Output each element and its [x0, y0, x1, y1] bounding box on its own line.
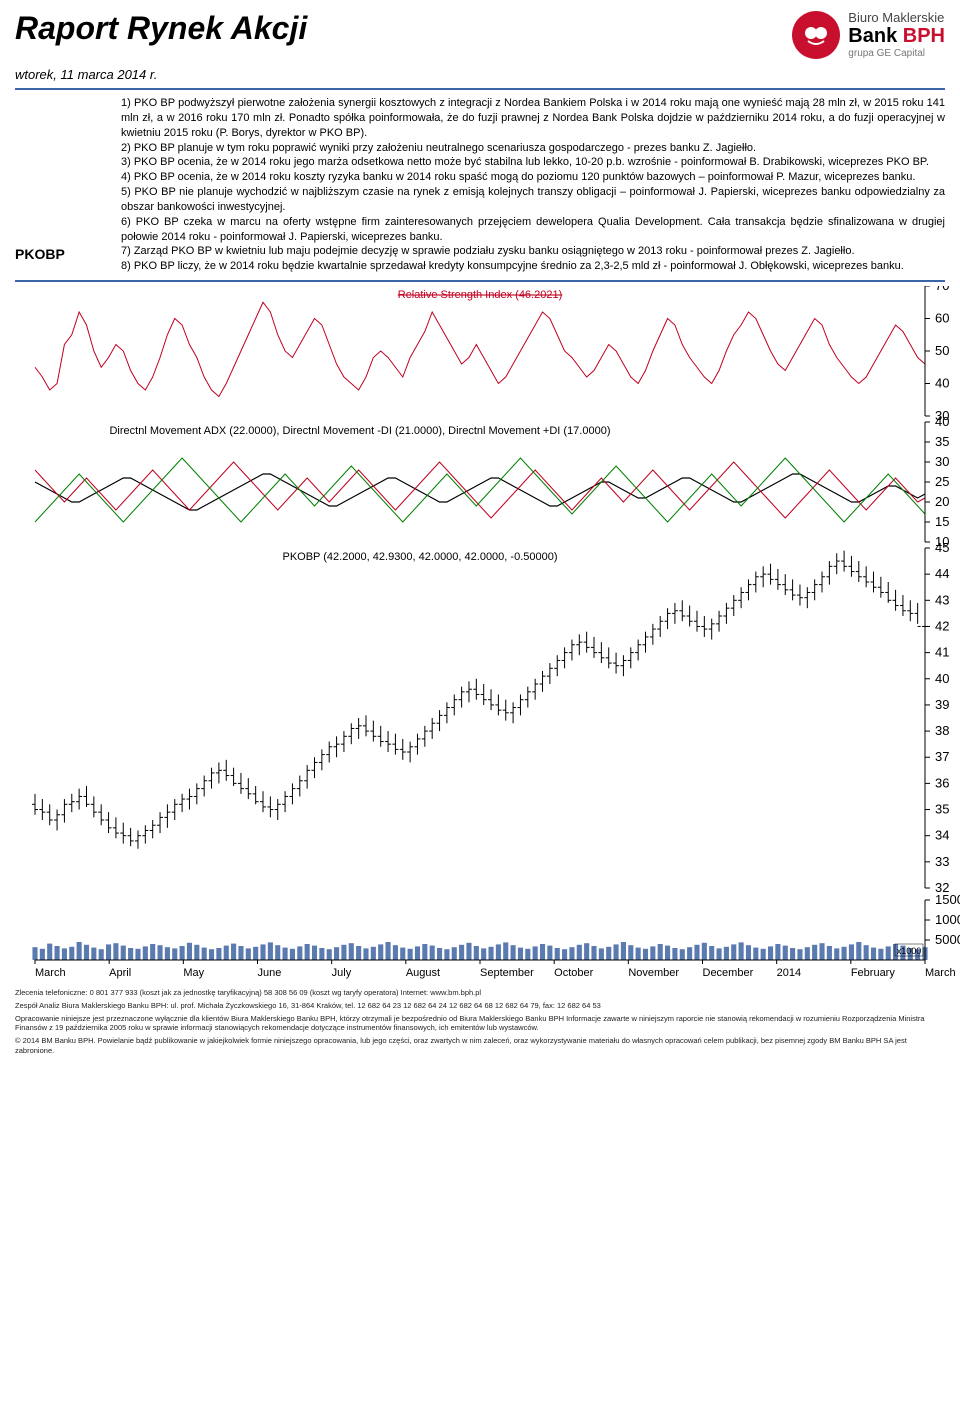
svg-text:10000: 10000 [935, 912, 960, 927]
svg-text:33: 33 [935, 854, 949, 869]
svg-text:60: 60 [935, 311, 949, 326]
svg-text:x1000: x1000 [897, 946, 922, 956]
chart-block: Relative Strength Index (46.2021)3040506… [15, 286, 945, 982]
svg-text:October: October [554, 967, 593, 979]
svg-text:35: 35 [935, 802, 949, 817]
svg-text:Relative Strength Index (46.20: Relative Strength Index (46.2021) [398, 289, 563, 301]
footer: Zlecenia telefoniczne: 0 801 377 933 (ko… [15, 988, 945, 1056]
footer-disclaimer1: Opracowanie niniejsze jest przeznaczone … [15, 1014, 945, 1034]
svg-text:35: 35 [935, 434, 949, 449]
svg-text:43: 43 [935, 592, 949, 607]
svg-text:March: March [35, 967, 66, 979]
body-paragraph: 4) PKO BP ocenia, że w 2014 roku koszty … [121, 170, 945, 185]
svg-text:36: 36 [935, 776, 949, 791]
logo-line3: grupa GE Capital [848, 48, 945, 59]
svg-text:50: 50 [935, 343, 949, 358]
svg-text:February: February [851, 967, 896, 979]
svg-text:November: November [628, 967, 679, 979]
divider-top [15, 88, 945, 90]
svg-text:42: 42 [935, 619, 949, 634]
svg-text:April: April [109, 967, 131, 979]
body-paragraph: 2) PKO BP planuje w tym roku poprawić wy… [121, 141, 945, 156]
ticker-label: PKOBP [15, 96, 105, 274]
svg-text:2014: 2014 [777, 967, 801, 979]
svg-text:44: 44 [935, 566, 949, 581]
svg-text:39: 39 [935, 697, 949, 712]
svg-text:41: 41 [935, 645, 949, 660]
svg-text:37: 37 [935, 749, 949, 764]
body-paragraph: 6) PKO BP czeka w marcu na oferty wstępn… [121, 215, 945, 245]
svg-text:30: 30 [935, 454, 949, 469]
svg-text:July: July [332, 967, 352, 979]
svg-text:45: 45 [935, 540, 949, 555]
svg-text:15000: 15000 [935, 892, 960, 907]
footer-copyright: © 2014 BM Banku BPH. Powielanie bądź pub… [15, 1036, 945, 1056]
svg-text:34: 34 [935, 828, 949, 843]
svg-text:40: 40 [935, 414, 949, 429]
svg-text:40: 40 [935, 671, 949, 686]
svg-text:70: 70 [935, 286, 949, 293]
svg-text:20: 20 [935, 494, 949, 509]
svg-text:September: September [480, 967, 534, 979]
footer-contact1: Zlecenia telefoniczne: 0 801 377 933 (ko… [15, 988, 945, 998]
svg-text:PKOBP (42.2000, 42.9300, 42.00: PKOBP (42.2000, 42.9300, 42.0000, 42.000… [282, 551, 557, 563]
svg-text:December: December [703, 967, 754, 979]
svg-text:August: August [406, 967, 440, 979]
content-row: PKOBP 1) PKO BP podwyższył pierwotne zał… [15, 96, 945, 274]
body-paragraph: 5) PKO BP nie planuje wychodzić w najbli… [121, 185, 945, 215]
svg-text:38: 38 [935, 723, 949, 738]
report-date: wtorek, 11 marca 2014 r. [15, 67, 945, 82]
body-paragraph: 8) PKO BP liczy, że w 2014 roku będzie k… [121, 259, 945, 274]
body-paragraph: 7) Zarząd PKO BP w kwietniu lub maju pod… [121, 244, 945, 259]
svg-text:March: March [925, 967, 956, 979]
svg-text:25: 25 [935, 474, 949, 489]
body-paragraph: 3) PKO BP ocenia, że w 2014 roku jego ma… [121, 155, 945, 170]
svg-text:5000: 5000 [935, 932, 960, 947]
divider-bottom [15, 280, 945, 282]
header: Raport Rynek Akcji Biuro Maklerskie Bank… [15, 10, 945, 59]
svg-text:Directnl Movement ADX (22.0000: Directnl Movement ADX (22.0000), Directn… [109, 425, 610, 437]
logo-block: Biuro Maklerskie Bank BPH grupa GE Capit… [792, 10, 945, 59]
svg-text:40: 40 [935, 376, 949, 391]
svg-text:June: June [258, 967, 282, 979]
footer-contact2: Zespół Analiz Biura Maklerskiego Banku B… [15, 1001, 945, 1011]
logo-icon [792, 11, 840, 59]
body-text: 1) PKO BP podwyższył pierwotne założenia… [121, 96, 945, 274]
svg-text:15: 15 [935, 514, 949, 529]
body-paragraph: 1) PKO BP podwyższył pierwotne założenia… [121, 96, 945, 141]
report-title: Raport Rynek Akcji [15, 10, 307, 47]
logo-line2: Bank BPH [848, 25, 945, 48]
svg-text:May: May [183, 967, 204, 979]
logo-line1: Biuro Maklerskie [848, 10, 945, 25]
